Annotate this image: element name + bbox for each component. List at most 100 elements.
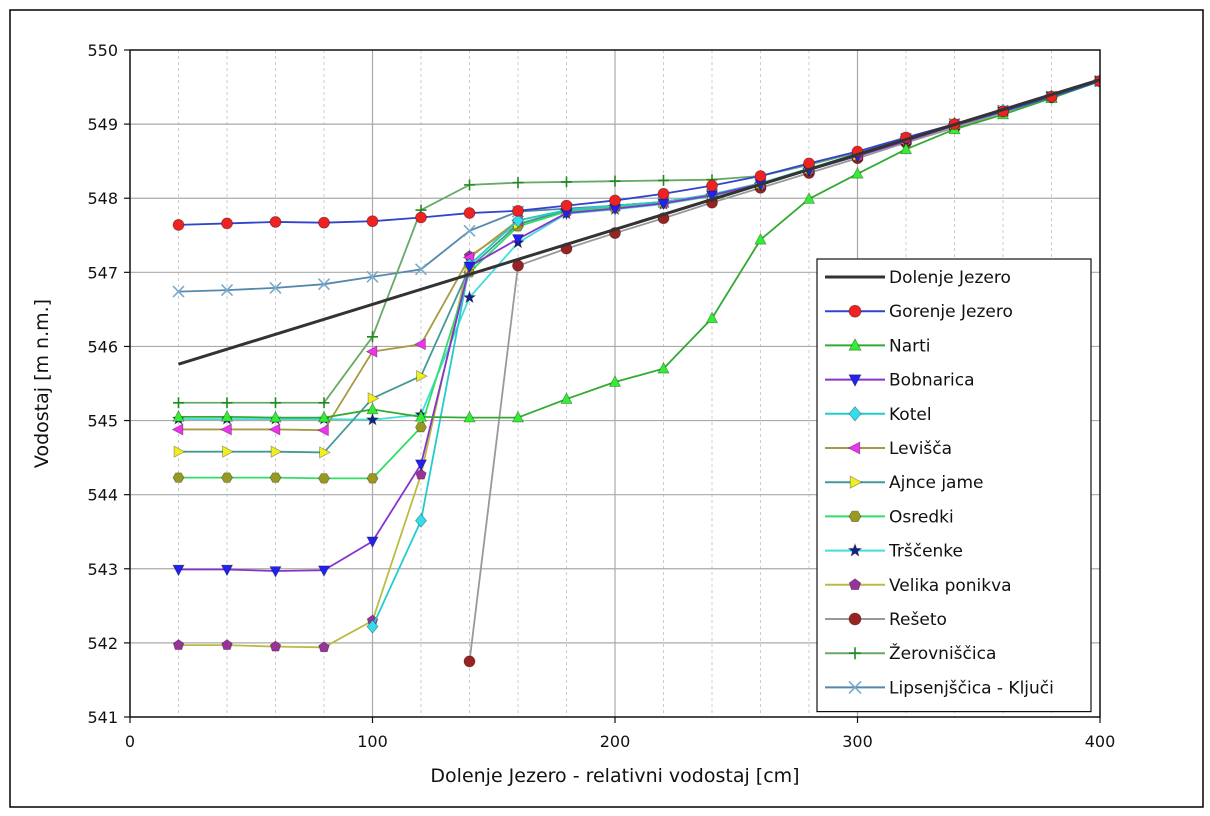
data-point (511, 410, 525, 423)
series-narti (172, 74, 1100, 423)
data-point (365, 412, 380, 426)
legend-item: Rešeto (825, 610, 947, 630)
y-tick-label: 543 (87, 560, 118, 579)
legend-label: Gorenje Jezero (889, 302, 1013, 322)
legend-item: Ajnce jame (825, 473, 984, 493)
data-point (848, 578, 862, 591)
data-point (414, 338, 426, 351)
data-point (269, 281, 282, 294)
data-point (172, 409, 185, 422)
x-tick-label: 200 (600, 732, 631, 751)
data-point (657, 361, 670, 374)
y-tick-label: 544 (87, 486, 118, 505)
data-point (658, 174, 669, 186)
data-point (657, 187, 670, 200)
legend-item: Lipsenjščica - Ključi (825, 678, 1054, 698)
legend-label: Kotel (889, 405, 932, 425)
data-point (848, 510, 862, 522)
plot-area (171, 73, 1100, 668)
data-point (561, 176, 572, 188)
legend-item: Kotel (825, 405, 932, 425)
data-point (172, 639, 185, 650)
y-tick-label: 541 (87, 708, 118, 727)
data-point (560, 199, 573, 212)
series-line (178, 80, 1100, 419)
data-point (269, 216, 282, 228)
data-point (318, 397, 330, 409)
data-point (847, 542, 863, 557)
data-point (706, 179, 718, 192)
data-point (848, 680, 862, 694)
data-point (464, 179, 475, 191)
data-point (173, 397, 184, 409)
y-tick-label: 549 (87, 115, 118, 134)
data-point (268, 423, 281, 436)
legend-label: Velika ponikva (889, 576, 1012, 596)
x-tick-label: 100 (357, 732, 388, 751)
data-point (463, 224, 476, 237)
data-point (848, 304, 862, 318)
data-point (512, 204, 524, 217)
data-point (609, 175, 621, 187)
legend-label: Dolenje Jezero (889, 268, 1011, 288)
data-point (802, 192, 816, 204)
data-point (220, 284, 234, 297)
legend-item: Osredki (825, 507, 954, 527)
legend-item: Žerovniščica (825, 642, 996, 664)
legend: Dolenje Jezero Gorenje Jezero Narti Bobnari… (816, 258, 1092, 713)
series-line (178, 78, 1100, 366)
data-point (270, 397, 281, 409)
legend-label: Žerovniščica (889, 642, 996, 664)
data-point (511, 234, 525, 246)
data-point (415, 211, 427, 224)
legend-label: Trščenke (888, 542, 963, 562)
data-point (221, 639, 233, 650)
data-point (847, 441, 861, 455)
data-point (608, 375, 622, 387)
data-point (221, 472, 233, 483)
y-tick-label: 546 (87, 337, 118, 356)
data-point (172, 472, 185, 483)
data-point (221, 397, 233, 409)
data-point (220, 564, 234, 577)
data-point (414, 263, 428, 276)
y-axis-title: Vodostaj [m n.m.] (31, 299, 53, 468)
y-tick-label: 542 (87, 634, 118, 653)
data-point (366, 215, 379, 228)
legend-item: Trščenke (825, 542, 963, 562)
data-point (848, 405, 862, 422)
data-point (221, 217, 233, 230)
data-point (172, 564, 185, 577)
data-point (366, 402, 379, 415)
series-dolenje-jezero (178, 78, 1100, 366)
data-point (269, 640, 282, 652)
data-point (849, 647, 861, 660)
legend-label: Ajnce jame (889, 473, 984, 493)
data-point (414, 409, 428, 422)
data-point (415, 422, 427, 433)
x-tick-label: 0 (125, 732, 135, 751)
data-point (317, 424, 329, 437)
data-point (849, 475, 863, 489)
legend-label: Narti (889, 336, 931, 356)
legend-label: Osredki (889, 507, 954, 527)
legend-box (816, 258, 1092, 713)
x-axis-title: Dolenje Jezero - relativni vodostaj [cm] (430, 765, 799, 787)
data-point (269, 472, 282, 483)
legend-item: Narti (825, 336, 931, 356)
y-tick-label: 547 (87, 263, 118, 282)
data-point (220, 423, 232, 436)
data-point (317, 410, 331, 423)
data-point (317, 565, 331, 578)
data-point (269, 410, 282, 423)
data-point (414, 513, 428, 528)
legend-item: Dolenje Jezero (825, 268, 1011, 288)
data-point (416, 369, 428, 383)
data-point (366, 619, 379, 634)
data-point (848, 337, 862, 351)
data-point (222, 445, 234, 458)
data-point (171, 423, 184, 436)
data-point (269, 566, 282, 578)
data-point (848, 374, 862, 388)
legend-item: Levišča (825, 439, 952, 459)
